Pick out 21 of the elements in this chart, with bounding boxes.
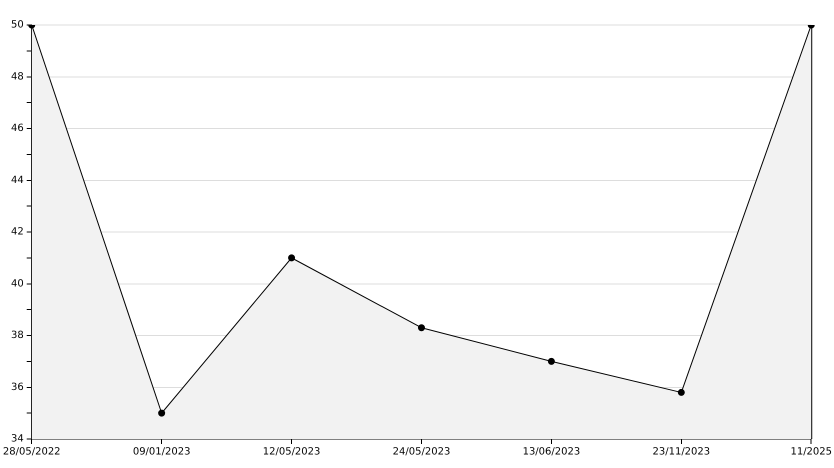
x-tick-label: 23/11/2023 — [652, 446, 710, 458]
point — [288, 254, 296, 262]
x-tick-label: 11/2025 — [790, 446, 832, 458]
point — [678, 388, 685, 396]
y-tick-label: 40 — [10, 278, 24, 290]
x-tick-label: 13/06/2023 — [522, 446, 580, 458]
y-tick-label: 44 — [10, 174, 24, 186]
x-tick-label: 12/05/2023 — [262, 446, 320, 458]
x-tick-label: 24/05/2023 — [392, 446, 450, 458]
y-tick-label: 42 — [10, 226, 24, 238]
x-tick-label: 28/05/2022 — [2, 446, 61, 458]
y-tick-label: 50 — [10, 20, 24, 31]
y-tick-label: 46 — [10, 123, 24, 134]
y-tick-label: 48 — [10, 71, 24, 82]
point — [418, 324, 425, 332]
y-tick-label: 38 — [10, 330, 24, 342]
y-tick-label: 34 — [10, 434, 24, 445]
point — [548, 358, 555, 365]
point — [158, 410, 166, 417]
y-tick-label: 36 — [10, 382, 24, 393]
x-tick-label: 09/01/2023 — [132, 446, 190, 458]
